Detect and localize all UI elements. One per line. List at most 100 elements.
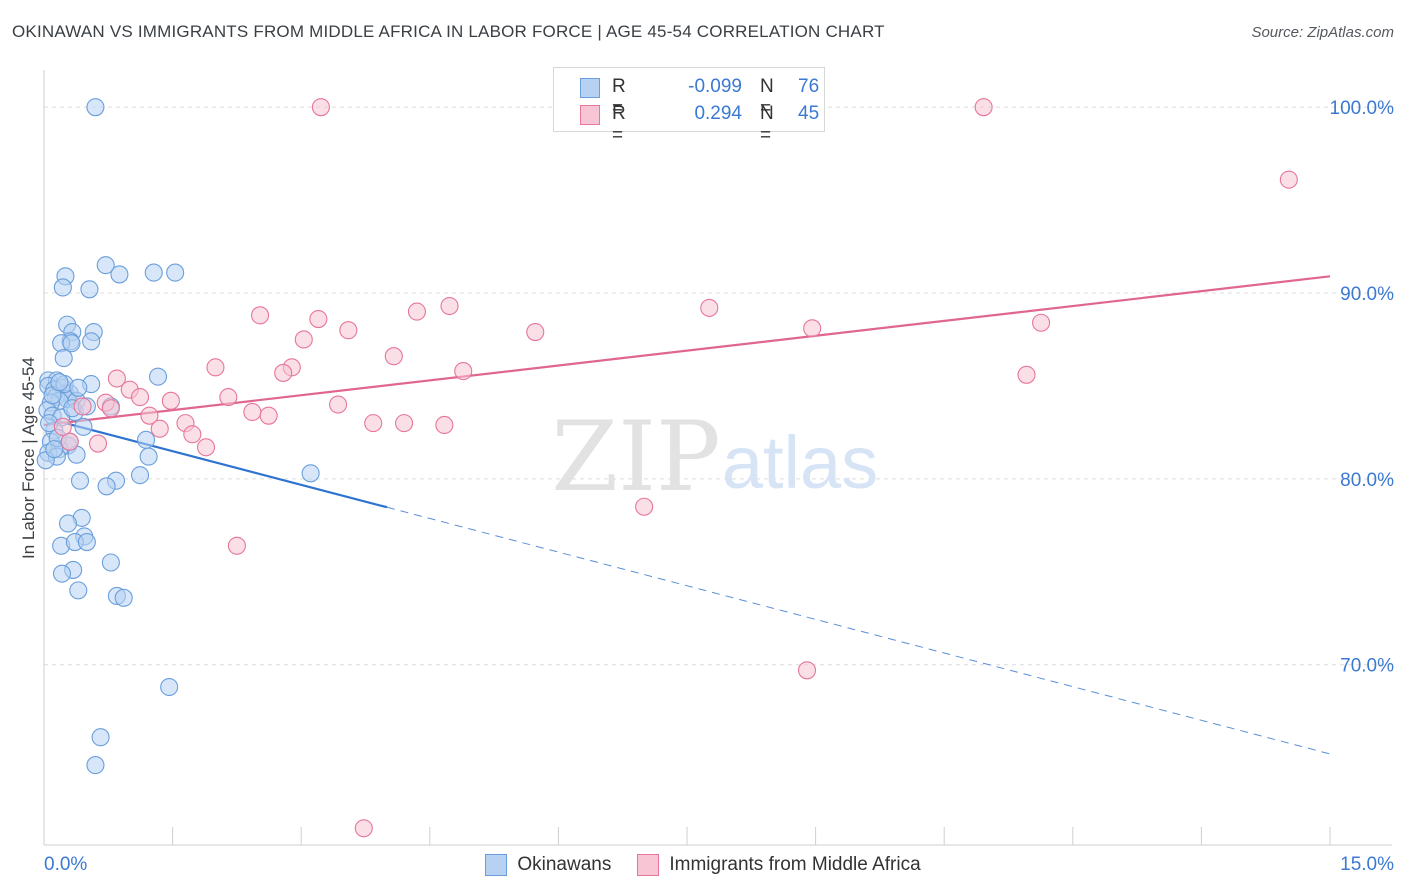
okinawan-point xyxy=(54,349,73,368)
n-value: 76 xyxy=(798,76,820,97)
y-tick-label: 100.0% xyxy=(1330,98,1395,119)
watermark: ZIP atlas xyxy=(551,401,878,513)
immigrant-point xyxy=(395,414,414,433)
immigrant-point xyxy=(250,306,270,325)
okinawan-point xyxy=(110,265,129,284)
x-tick-label-max: 15.0% xyxy=(1340,854,1394,875)
okinawan-point xyxy=(97,477,116,496)
legend-item-immigrants[interactable]: Immigrants from Middle Africa xyxy=(637,854,921,876)
immigrant-point xyxy=(130,388,150,407)
n-label: N = xyxy=(760,103,774,146)
immigrant-point xyxy=(274,363,293,382)
immigrant-point xyxy=(150,419,169,438)
immigrant-point xyxy=(797,661,817,680)
okinawan-point xyxy=(80,280,99,299)
okinawan-point xyxy=(77,533,96,552)
immigrant-point xyxy=(259,406,278,425)
okinawan-point xyxy=(70,471,90,490)
immigrant-point xyxy=(435,415,454,435)
r-label: R = xyxy=(612,103,626,146)
gridlines xyxy=(44,106,1394,666)
okinawan-point xyxy=(96,256,115,275)
chart-title: OKINAWAN VS IMMIGRANTS FROM MIDDLE AFRIC… xyxy=(12,22,885,41)
watermark-atlas: atlas xyxy=(722,421,878,504)
trend-line-okinawans-dashed xyxy=(386,506,1331,755)
immigrant-point xyxy=(329,395,348,414)
immigrant-point xyxy=(311,98,330,117)
immigrant-point xyxy=(309,309,328,329)
immigrant-point xyxy=(407,302,426,321)
immigrant-point xyxy=(440,296,459,316)
n-value: 45 xyxy=(798,103,820,124)
immigrant-point xyxy=(219,388,238,407)
okinawan-point xyxy=(52,564,72,583)
immigrant-point xyxy=(354,819,373,838)
y-tick-label: 90.0% xyxy=(1340,284,1394,305)
immigrant-point xyxy=(974,98,993,117)
n-label: N = xyxy=(760,76,774,119)
x-tick-label-min: 0.0% xyxy=(44,854,87,875)
immigrant-point xyxy=(294,330,313,349)
okinawans-swatch xyxy=(580,78,600,98)
okinawan-point xyxy=(58,514,78,533)
okinawan-point xyxy=(148,367,168,386)
okinawan-point xyxy=(136,430,156,449)
source-label: Source: ZipAtlas.com xyxy=(1251,24,1394,41)
okinawan-point xyxy=(62,334,81,353)
immigrant-point xyxy=(339,321,358,340)
immigrant-point xyxy=(1279,170,1298,189)
immigrant-point xyxy=(60,432,79,451)
okinawans-legend-label: Okinawans xyxy=(517,854,612,875)
okinawans-legend-swatch xyxy=(485,854,508,876)
immigrants-legend-swatch xyxy=(637,854,660,876)
okinawan-point xyxy=(101,553,120,572)
okinawan-point xyxy=(91,728,110,747)
okinawan-point xyxy=(74,417,93,436)
okinawan-point xyxy=(53,278,72,297)
legend-item-okinawans[interactable]: Okinawans xyxy=(485,854,611,876)
immigrant-point xyxy=(206,358,225,377)
okinawan-point xyxy=(166,263,185,282)
immigrant-point xyxy=(196,438,216,457)
okinawan-point xyxy=(86,98,105,117)
immigrant-point xyxy=(700,298,719,317)
okinawan-point xyxy=(144,263,163,282)
y-tick-label: 80.0% xyxy=(1340,470,1394,491)
immigrant-point xyxy=(161,391,180,410)
r-value: 0.294 xyxy=(694,103,742,124)
okinawan-point xyxy=(69,378,88,397)
immigrant-point xyxy=(1017,365,1036,384)
okinawan-point xyxy=(160,677,179,697)
series-legend: Okinawans Immigrants from Middle Africa xyxy=(0,852,1406,878)
watermark-zip: ZIP xyxy=(551,401,720,513)
trend-lines xyxy=(43,275,1331,755)
okinawan-point xyxy=(130,466,150,485)
immigrant-point xyxy=(454,362,473,381)
okinawan-point xyxy=(114,588,133,607)
immigrant-point xyxy=(1032,313,1051,332)
r-label: R = xyxy=(612,76,626,119)
stats-legend: R = -0.099 N = 76 R = 0.294 N = 45 xyxy=(553,67,825,146)
y-axis-label: In Labor Force | Age 45-54 xyxy=(19,357,38,559)
okinawan-point xyxy=(82,332,101,351)
immigrant-point xyxy=(101,399,120,418)
tick-labels: 100.0% 90.0% 80.0% 70.0% 0.0% 15.0% xyxy=(44,98,1394,875)
okinawan-point xyxy=(86,756,105,775)
r-value: -0.099 xyxy=(688,76,742,97)
trend-line-okinawans-solid xyxy=(43,416,388,509)
immigrant-point xyxy=(107,369,126,388)
immigrant-point xyxy=(243,402,262,422)
immigrants-legend-label: Immigrants from Middle Africa xyxy=(669,854,921,875)
data-points xyxy=(36,98,1298,838)
immigrant-point xyxy=(526,323,545,342)
immigrant-point xyxy=(384,347,403,366)
immigrant-point xyxy=(183,425,202,444)
y-tick-label: 70.0% xyxy=(1340,656,1394,677)
immigrant-point xyxy=(227,536,246,555)
okinawan-point xyxy=(45,440,64,459)
okinawan-point xyxy=(301,464,320,483)
immigrant-point xyxy=(635,497,654,516)
immigrant-point xyxy=(73,397,92,416)
immigrant-point xyxy=(140,406,159,425)
